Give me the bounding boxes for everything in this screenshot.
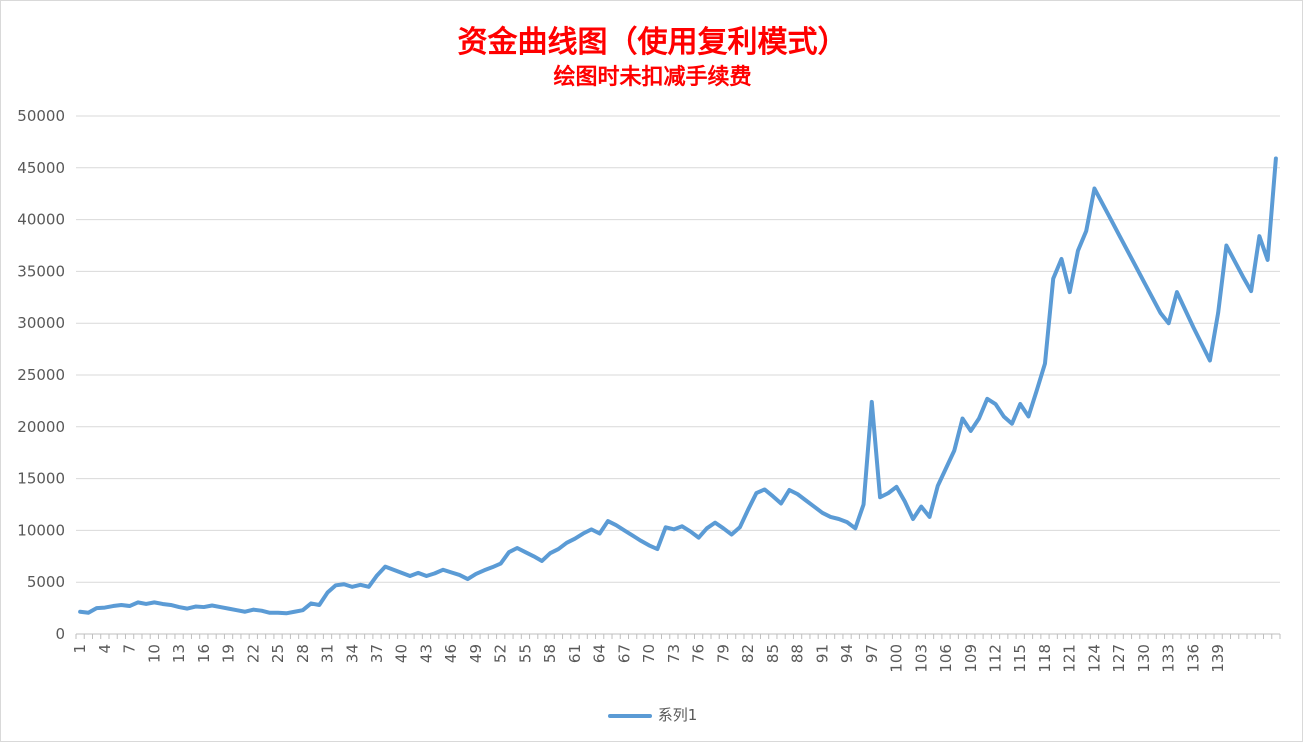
x-tick-label: 103 xyxy=(912,644,930,673)
x-tick-label: 10 xyxy=(145,644,163,663)
x-tick-label: 67 xyxy=(615,644,633,663)
x-tick-label: 40 xyxy=(393,644,411,663)
x-tick-label: 91 xyxy=(813,644,831,663)
x-tick-label: 118 xyxy=(1036,644,1054,673)
y-tick-label: 15000 xyxy=(17,470,65,488)
x-tick-label: 1 xyxy=(71,644,89,654)
x-tick-label: 79 xyxy=(714,644,732,663)
x-tick-label: 49 xyxy=(467,644,485,663)
series-line-0 xyxy=(78,156,1278,616)
x-tick-label: 76 xyxy=(690,644,708,663)
x-tick-label: 100 xyxy=(888,644,906,673)
x-tick-label: 82 xyxy=(739,644,757,663)
x-tick-label: 97 xyxy=(863,644,881,663)
legend-line-swatch xyxy=(607,713,652,718)
x-tick-label: 13 xyxy=(170,644,188,663)
x-tick-label: 16 xyxy=(195,644,213,663)
x-tick-label: 136 xyxy=(1184,644,1202,673)
chart-subtitle: 绘图时未扣减手续费 xyxy=(553,65,752,90)
x-tick-label: 112 xyxy=(986,644,1004,673)
x-tick-label: 106 xyxy=(937,644,955,673)
x-tick-label: 139 xyxy=(1209,644,1227,673)
legend-label: 系列1 xyxy=(657,706,698,724)
x-tick-label: 37 xyxy=(368,644,386,663)
x-tick-label: 64 xyxy=(591,644,609,663)
y-tick-label: 40000 xyxy=(17,211,65,229)
x-tick-label: 7 xyxy=(121,644,139,654)
x-tick-label: 31 xyxy=(319,644,337,663)
x-tick-label: 61 xyxy=(566,644,584,663)
x-tick-label: 133 xyxy=(1160,644,1178,673)
x-tick-label: 58 xyxy=(541,644,559,663)
x-tick-label: 121 xyxy=(1061,644,1079,673)
y-tick-label: 0 xyxy=(55,625,65,643)
chart-title: 资金曲线图（使用复利模式） xyxy=(457,25,848,60)
x-tick-label: 28 xyxy=(294,644,312,663)
y-tick-label: 20000 xyxy=(17,418,65,436)
y-tick-label: 35000 xyxy=(17,262,65,280)
y-tick-label: 10000 xyxy=(17,521,65,539)
x-tick-label: 130 xyxy=(1135,644,1153,673)
y-tick-label: 25000 xyxy=(17,366,65,384)
y-tick-label: 45000 xyxy=(17,159,65,177)
x-tick-label: 19 xyxy=(220,644,238,663)
x-tick-label: 127 xyxy=(1110,644,1128,673)
x-tick-label: 73 xyxy=(665,644,683,663)
x-tick-label: 115 xyxy=(1011,644,1029,673)
x-tick-label: 22 xyxy=(244,644,262,663)
y-tick-label: 5000 xyxy=(27,573,65,591)
x-tick-label: 109 xyxy=(962,644,980,673)
legend: 系列1 xyxy=(1,704,1303,725)
x-tick-label: 46 xyxy=(442,644,460,663)
x-tick-label: 124 xyxy=(1085,644,1103,673)
x-tick-label: 55 xyxy=(516,644,534,663)
x-tick-label: 88 xyxy=(789,644,807,663)
x-tick-label: 34 xyxy=(343,644,361,663)
x-tick-label: 25 xyxy=(269,644,287,663)
x-tick-label: 70 xyxy=(640,644,658,663)
x-tick-label: 94 xyxy=(838,644,856,663)
y-tick-label: 30000 xyxy=(17,314,65,332)
x-tick-label: 52 xyxy=(492,644,510,663)
x-tick-label: 85 xyxy=(764,644,782,663)
x-tick-label: 43 xyxy=(417,644,435,663)
y-tick-label: 50000 xyxy=(17,107,65,125)
x-tick-label: 4 xyxy=(96,644,114,654)
